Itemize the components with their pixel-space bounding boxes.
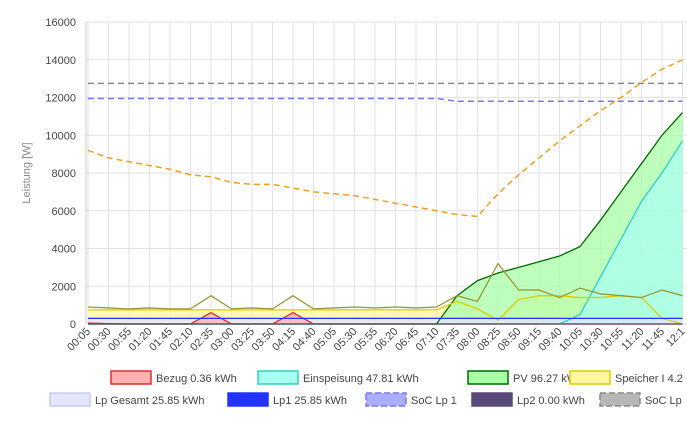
y-tick-label: 6000 <box>52 206 76 218</box>
y-axis-label: Leistung [W] <box>21 142 33 203</box>
legend-swatch <box>110 370 152 385</box>
legend-label: Lp1 25.85 kWh <box>273 395 347 407</box>
legend-swatch <box>365 392 407 407</box>
legend-swatch <box>471 392 513 407</box>
legend-swatch <box>467 370 509 385</box>
y-tick-label: 14000 <box>45 55 76 67</box>
legend-label: SoC Lp <box>645 395 682 407</box>
y-tick-label: 10000 <box>45 130 76 142</box>
y-tick-label: 8000 <box>52 168 76 180</box>
legend-label: Speicher I 4.2 <box>615 373 683 385</box>
legend-label: PV 96.27 kWh <box>513 373 583 385</box>
line <box>87 262 683 310</box>
y-tick-label: 12000 <box>45 93 76 105</box>
legend-swatch <box>569 370 611 385</box>
legend-swatch <box>49 392 91 407</box>
area <box>88 112 683 324</box>
legend-swatch <box>227 392 269 407</box>
legend-swatch <box>599 392 641 407</box>
line <box>88 295 683 325</box>
line <box>87 59 683 218</box>
legend-swatch <box>257 370 299 385</box>
legend-label: Bezug 0.36 kWh <box>156 373 237 385</box>
legend-label: Lp Gesamt 25.85 kWh <box>95 395 204 407</box>
x-tick-label: 12:1 <box>664 326 687 350</box>
y-tick-label: 4000 <box>52 244 76 256</box>
line <box>88 97 683 103</box>
x-tick-label: 11:45 <box>640 326 667 353</box>
x-tick-label: 10:55 <box>598 326 626 354</box>
y-tick-label: 2000 <box>52 281 76 293</box>
area <box>88 140 683 324</box>
y-tick-label: 16000 <box>45 17 76 29</box>
legend-label: Lp2 0.00 kWh <box>517 395 585 407</box>
area <box>88 318 683 324</box>
legend-label: SoC Lp 1 <box>411 395 457 407</box>
legend-label: Einspeisung 47.81 kWh <box>303 373 419 385</box>
x-tick-label: 11:20 <box>619 326 646 353</box>
y-tick-label: 0 <box>70 319 76 331</box>
